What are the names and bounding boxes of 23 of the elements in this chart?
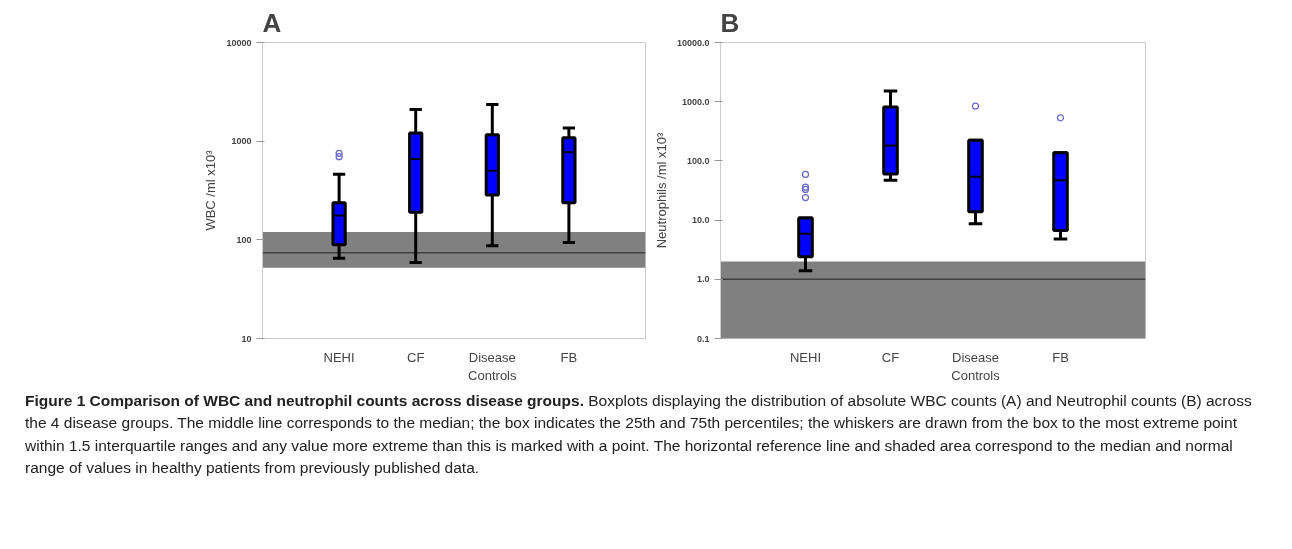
y-tick-label: 100 <box>236 234 252 245</box>
y-tick-label: 10 <box>241 333 252 344</box>
x-tick-label: Disease Controls <box>468 349 517 383</box>
x-tick-label: NEHI <box>323 349 355 365</box>
y-axis-title: Neutrophils /ml x10³ <box>653 132 669 249</box>
y-tick-label: 1000 <box>231 136 252 147</box>
y-tick-label: 100.0 <box>686 155 710 166</box>
y-tick-label: 1.0 <box>696 274 710 285</box>
caption: Figure 1 Comparison of WBC and neutrophil counts across disease groups. <box>25 392 584 409</box>
y-tick-label: 1000.0 <box>681 96 710 107</box>
x-tick-label: CF <box>881 349 900 365</box>
y-tick-label: 0.1 <box>696 333 710 344</box>
x-tick-label: CF <box>407 349 425 365</box>
x-tick-label: Disease Controls <box>951 349 1001 383</box>
chart-title: B <box>720 7 740 38</box>
x-tick-label: NEHI <box>789 349 822 365</box>
chart-title: A <box>262 7 282 38</box>
y-tick-label: 10000.0 <box>676 37 710 48</box>
x-tick-label: FB <box>560 349 578 365</box>
y-tick-label: 10000 <box>226 37 252 48</box>
y-axis-title: WBC /ml x10³ <box>203 149 219 231</box>
x-tick-label: FB <box>1052 349 1069 365</box>
y-tick-label: 10.0 <box>691 215 710 226</box>
